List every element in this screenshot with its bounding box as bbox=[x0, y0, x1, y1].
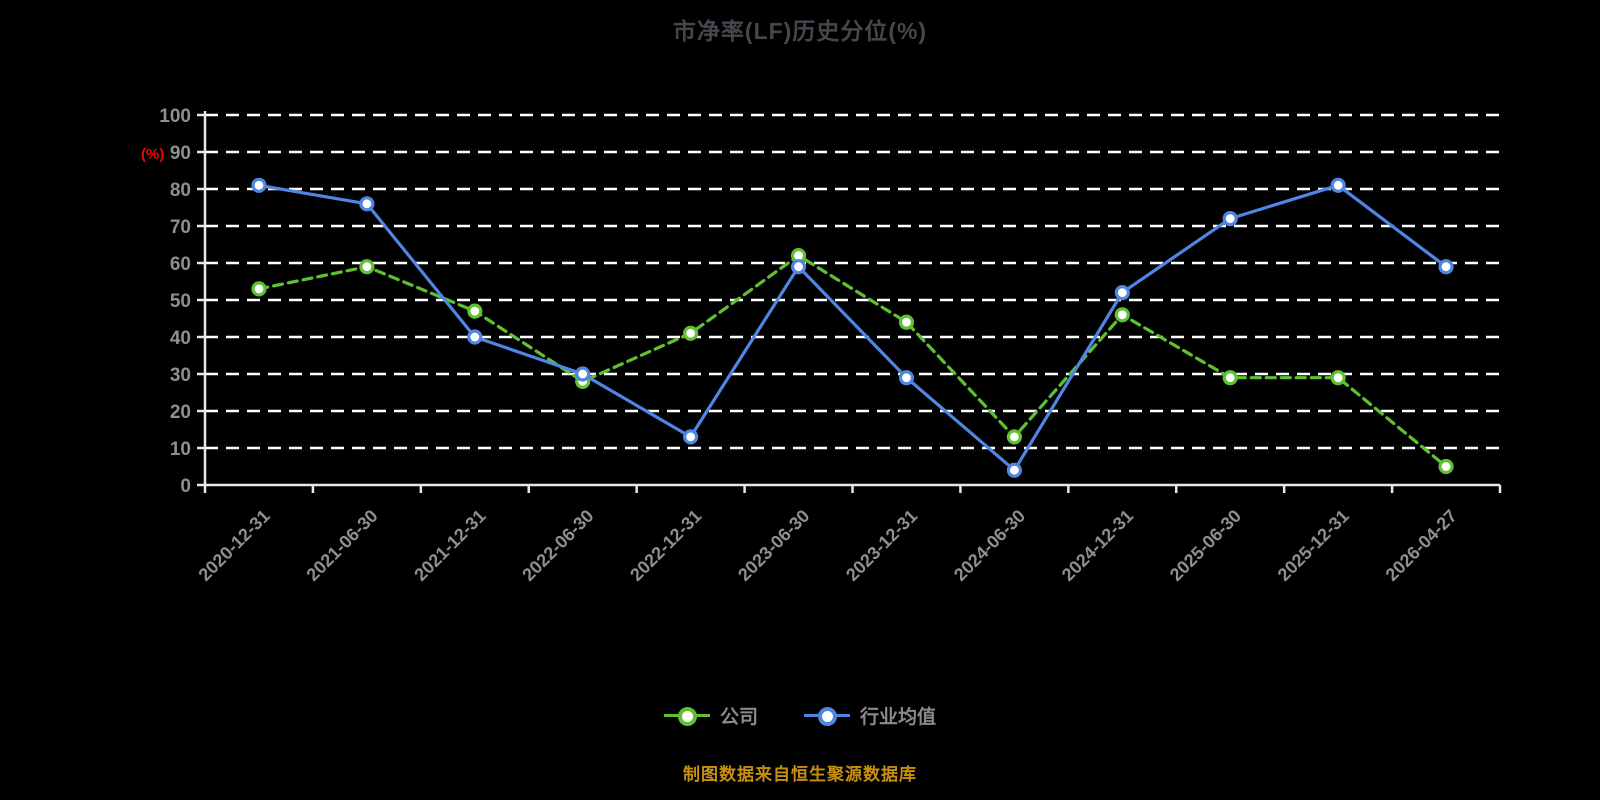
svg-text:10: 10 bbox=[170, 439, 191, 460]
svg-text:70: 70 bbox=[170, 217, 191, 238]
svg-text:50: 50 bbox=[170, 291, 191, 312]
line-chart: 0 10 20 30 40 50 60 70 80 90 100 2020-12-31 2021-06-… bbox=[159, 106, 1502, 585]
svg-text:2020-12-31: 2020-12-31 bbox=[195, 506, 274, 585]
svg-text:2023-06-30: 2023-06-30 bbox=[734, 506, 813, 585]
svg-text:2022-06-30: 2022-06-30 bbox=[518, 506, 597, 585]
svg-text:90: 90 bbox=[170, 143, 191, 164]
svg-text:60: 60 bbox=[170, 254, 191, 275]
svg-text:80: 80 bbox=[170, 180, 191, 201]
legend-marker-company-icon bbox=[663, 706, 710, 726]
svg-text:2022-12-31: 2022-12-31 bbox=[626, 506, 705, 585]
svg-text:2024-06-30: 2024-06-30 bbox=[950, 506, 1029, 585]
y-axis-unit-label: (%) bbox=[141, 146, 165, 163]
legend-label-industry-average: 行业均值 bbox=[860, 707, 937, 728]
svg-text:2025-06-30: 2025-06-30 bbox=[1166, 506, 1245, 585]
svg-text:2024-12-31: 2024-12-31 bbox=[1058, 506, 1137, 585]
data-source-note: 制图数据来自恒生聚源数据库 bbox=[683, 765, 917, 784]
legend-label-company: 公司 bbox=[719, 707, 758, 728]
svg-text:2025-12-31: 2025-12-31 bbox=[1274, 506, 1353, 585]
legend: 公司 行业均值 bbox=[0, 702, 1600, 729]
svg-text:2023-12-31: 2023-12-31 bbox=[842, 506, 921, 585]
svg-text:2026-04-27: 2026-04-27 bbox=[1382, 506, 1461, 585]
svg-text:20: 20 bbox=[170, 402, 191, 423]
legend-marker-industry-icon bbox=[804, 706, 850, 726]
legend-item-company[interactable]: 公司 bbox=[663, 702, 758, 729]
legend-item-industry-average[interactable]: 行业均值 bbox=[804, 702, 936, 729]
svg-text:0: 0 bbox=[180, 476, 191, 497]
svg-text:100: 100 bbox=[159, 106, 191, 127]
svg-text:40: 40 bbox=[170, 328, 191, 349]
svg-text:2021-12-31: 2021-12-31 bbox=[410, 506, 489, 585]
svg-text:2021-06-30: 2021-06-30 bbox=[302, 506, 381, 585]
svg-text:30: 30 bbox=[170, 365, 191, 386]
chart-title: 市净率(LF)历史分位(%) bbox=[672, 18, 928, 44]
